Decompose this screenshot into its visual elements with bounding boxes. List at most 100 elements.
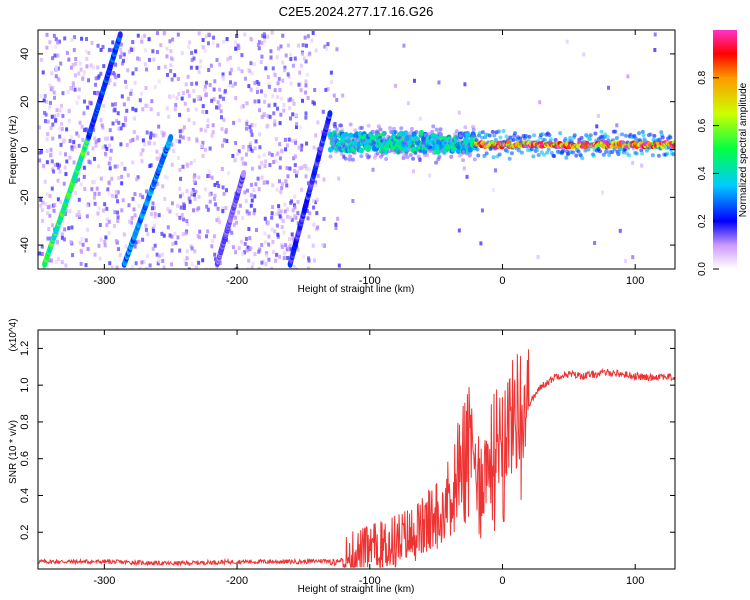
spectrogram-band-halo — [409, 126, 414, 131]
spectrogram-cell — [208, 199, 212, 204]
spectrogram-cell — [235, 34, 239, 39]
spectrogram-cell — [394, 83, 398, 88]
spectrogram-cell — [244, 199, 248, 204]
spectrogram-cell — [39, 57, 43, 62]
spectrogram-cell — [67, 57, 71, 62]
spectrogram-cell — [280, 225, 284, 230]
spectrogram-cell — [565, 39, 569, 44]
spectrogram-cell — [294, 112, 298, 117]
spectrogram-cell — [307, 256, 311, 261]
snr-y-multiplier: (x10^4) — [8, 318, 19, 351]
spectrogram-cell — [124, 118, 128, 123]
spectrogram-x-tick-label: 0 — [499, 275, 505, 287]
spectrogram-cell — [60, 126, 64, 131]
spectrogram-cell — [38, 158, 42, 163]
spectrogram-cell — [157, 79, 161, 84]
spectrogram-cell — [286, 174, 290, 179]
spectrogram-cell — [177, 92, 181, 97]
spectrogram-cell — [146, 232, 150, 237]
spectrogram-cell — [267, 257, 271, 262]
spectrogram-cell — [249, 246, 253, 251]
spectrogram-cell — [267, 242, 271, 247]
spectrogram-cell — [253, 99, 257, 104]
spectrogram-cell — [78, 240, 82, 245]
spectrogram-cell — [160, 130, 164, 135]
spectrogram-cell — [51, 223, 55, 228]
spectrogram-cell — [45, 192, 49, 197]
spectrogram-cell — [268, 151, 272, 156]
spectrogram-cell — [120, 61, 124, 66]
spectrogram-cell — [248, 69, 252, 74]
spectrogram-cell — [81, 76, 85, 81]
spectrogram-cell — [212, 87, 216, 92]
spectrogram-cell — [109, 148, 113, 153]
spectrogram-cell — [93, 90, 97, 95]
spectrogram-cell — [292, 265, 296, 269]
spectrogram-cell — [43, 93, 47, 98]
spectrogram-cell — [280, 186, 284, 191]
spectrogram-cell — [211, 123, 215, 128]
spectrogram-cell — [255, 90, 259, 95]
spectrogram-cell — [190, 58, 194, 63]
spectrogram-cell — [99, 71, 103, 76]
spectrogram-cell — [140, 39, 144, 44]
spectrogram-cell — [107, 161, 111, 166]
spectrogram-cell — [125, 108, 129, 113]
spectrogram-band-halo — [634, 151, 639, 156]
spectrogram-cell — [163, 196, 167, 201]
spectrogram-cell — [189, 161, 193, 166]
spectrogram-cell — [85, 56, 89, 61]
spectrogram-cell — [156, 261, 160, 266]
spectrogram-cell — [208, 146, 212, 151]
spectrogram-cell — [209, 63, 213, 68]
spectrogram-cell — [244, 161, 248, 166]
spectrogram-cell — [288, 237, 292, 242]
spectrogram-cell — [192, 192, 196, 197]
spectrogram-band-halo — [347, 157, 352, 162]
spectrogram-cell — [305, 141, 309, 146]
spectrogram-band-halo — [480, 135, 485, 140]
spectrogram-cell — [220, 127, 224, 132]
spectrogram-band-halo — [512, 131, 517, 136]
spectrogram-cell — [74, 56, 78, 61]
spectrogram-cell — [250, 148, 254, 153]
spectrogram-cell — [244, 236, 248, 241]
spectrogram-cell — [91, 146, 95, 151]
spectrogram-cell — [293, 205, 297, 210]
spectrogram-band-halo — [382, 130, 387, 135]
spectrogram-band-halo — [411, 156, 416, 161]
spectrogram-cell — [82, 111, 86, 116]
spectrogram-cell — [239, 239, 243, 244]
spectrogram-band-halo — [490, 129, 495, 134]
spectrogram-cell — [83, 187, 87, 192]
spectrogram-cell — [219, 109, 223, 114]
spectrogram-cell — [65, 50, 69, 55]
spectrogram-cell — [163, 174, 167, 179]
snr-y-tick-label: 1.0 — [19, 378, 31, 393]
spectrogram-cell — [227, 83, 231, 88]
spectrogram-cell — [189, 65, 193, 70]
spectrogram-cell — [47, 227, 51, 232]
spectrogram-cell — [77, 71, 81, 76]
spectrogram-cell — [186, 89, 190, 94]
spectrogram-cell — [267, 234, 271, 239]
spectrogram-cell — [248, 124, 252, 129]
spectrogram-cell — [141, 107, 145, 112]
snr-y-tick-label: 0.8 — [19, 414, 31, 429]
spectrogram-cell — [295, 122, 299, 127]
spectrogram-cell — [98, 222, 102, 227]
spectrogram-band-halo — [348, 122, 353, 127]
spectrogram-cell — [305, 72, 309, 77]
spectrogram-cell — [199, 127, 203, 132]
spectrogram-cell — [141, 138, 145, 143]
spectrogram-cell — [93, 252, 97, 257]
spectrogram-cell — [275, 95, 279, 100]
spectrogram-cell — [211, 41, 215, 46]
spectrogram-cell — [249, 203, 253, 208]
snr-y-tick-label: 1.2 — [19, 341, 31, 356]
spectrogram-cell — [289, 215, 293, 220]
colorbar-tick-label: 0.6 — [697, 118, 708, 132]
spectrogram-cell — [301, 43, 305, 48]
spectrogram-cell — [39, 93, 43, 98]
spectrogram-band-halo — [599, 129, 604, 134]
